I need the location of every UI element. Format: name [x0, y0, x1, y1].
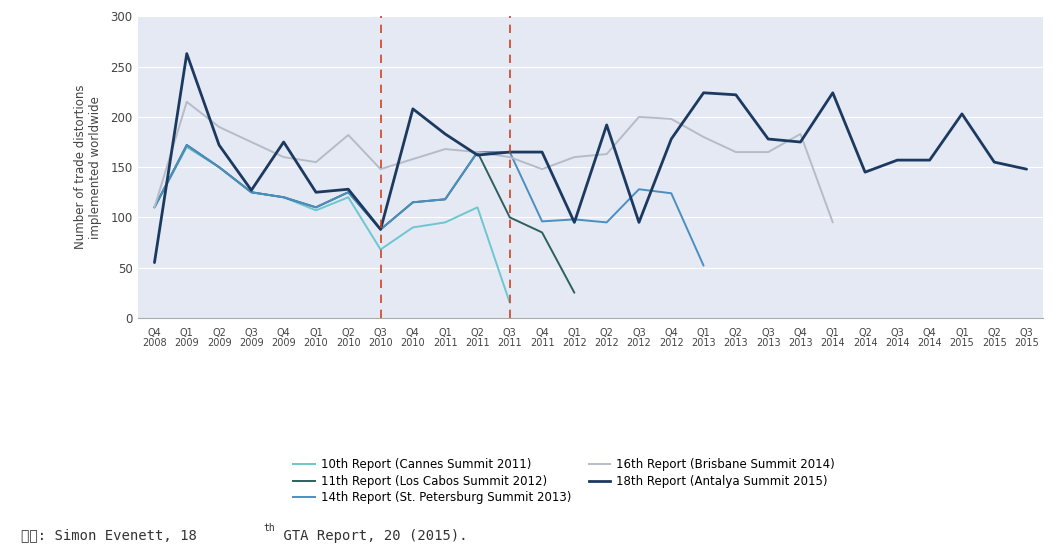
- Text: Q2: Q2: [987, 328, 1001, 338]
- Text: 2013: 2013: [724, 338, 748, 348]
- Text: 2015: 2015: [949, 338, 975, 348]
- Text: 2010: 2010: [336, 338, 361, 348]
- Text: 2013: 2013: [788, 338, 813, 348]
- Text: 2013: 2013: [755, 338, 781, 348]
- Text: Q3: Q3: [503, 328, 517, 338]
- Text: Q2: Q2: [212, 328, 226, 338]
- Text: Q2: Q2: [342, 328, 355, 338]
- Text: Q1: Q1: [438, 328, 452, 338]
- Text: Q4: Q4: [922, 328, 936, 338]
- Text: Q1: Q1: [955, 328, 969, 338]
- Text: Q4: Q4: [406, 328, 419, 338]
- Text: Q1: Q1: [180, 328, 194, 338]
- Text: 2015: 2015: [1014, 338, 1038, 348]
- Text: Q2: Q2: [470, 328, 484, 338]
- Text: Q2: Q2: [859, 328, 872, 338]
- Text: 2014: 2014: [885, 338, 910, 348]
- Text: 2013: 2013: [692, 338, 716, 348]
- Text: Q3: Q3: [245, 328, 259, 338]
- Text: Q3: Q3: [1019, 328, 1033, 338]
- Text: 2011: 2011: [530, 338, 554, 348]
- Text: 2010: 2010: [400, 338, 426, 348]
- Text: 2012: 2012: [562, 338, 586, 348]
- Text: 2012: 2012: [659, 338, 684, 348]
- Text: GTA Report, 20 (2015).: GTA Report, 20 (2015).: [275, 528, 467, 543]
- Text: 2012: 2012: [627, 338, 651, 348]
- Legend: 10th Report (Cannes Summit 2011), 11th Report (Los Cabos Summit 2012), 14th Repo: 10th Report (Cannes Summit 2011), 11th R…: [288, 454, 839, 509]
- Text: Q4: Q4: [148, 328, 162, 338]
- Text: 2009: 2009: [206, 338, 231, 348]
- Text: Q4: Q4: [794, 328, 808, 338]
- Text: Q1: Q1: [567, 328, 581, 338]
- Text: Q1: Q1: [697, 328, 711, 338]
- Text: Q2: Q2: [729, 328, 743, 338]
- Text: Q3: Q3: [373, 328, 387, 338]
- Text: 2010: 2010: [368, 338, 393, 348]
- Text: 2009: 2009: [239, 338, 264, 348]
- Text: 2010: 2010: [303, 338, 329, 348]
- Text: 2011: 2011: [498, 338, 522, 348]
- Text: Q2: Q2: [600, 328, 614, 338]
- Text: Q4: Q4: [535, 328, 549, 338]
- Text: Q3: Q3: [762, 328, 775, 338]
- Text: 2008: 2008: [143, 338, 167, 348]
- Text: 2011: 2011: [433, 338, 458, 348]
- Text: 2009: 2009: [174, 338, 199, 348]
- Text: 2014: 2014: [820, 338, 845, 348]
- Text: 2011: 2011: [465, 338, 489, 348]
- Text: Q3: Q3: [891, 328, 904, 338]
- Text: Q4: Q4: [664, 328, 678, 338]
- Text: 2014: 2014: [852, 338, 878, 348]
- Text: th: th: [264, 523, 276, 533]
- Text: Q1: Q1: [826, 328, 839, 338]
- Text: 출처: Simon Evenett, 18: 출처: Simon Evenett, 18: [21, 528, 197, 543]
- Text: Q1: Q1: [310, 328, 322, 338]
- Text: 2015: 2015: [982, 338, 1007, 348]
- Text: 2012: 2012: [595, 338, 619, 348]
- Text: Q4: Q4: [277, 328, 290, 338]
- Text: Q3: Q3: [632, 328, 646, 338]
- Y-axis label: Number of trade distortions
implemented worldwide: Number of trade distortions implemented …: [74, 85, 102, 249]
- Text: 2014: 2014: [917, 338, 942, 348]
- Text: 2009: 2009: [271, 338, 296, 348]
